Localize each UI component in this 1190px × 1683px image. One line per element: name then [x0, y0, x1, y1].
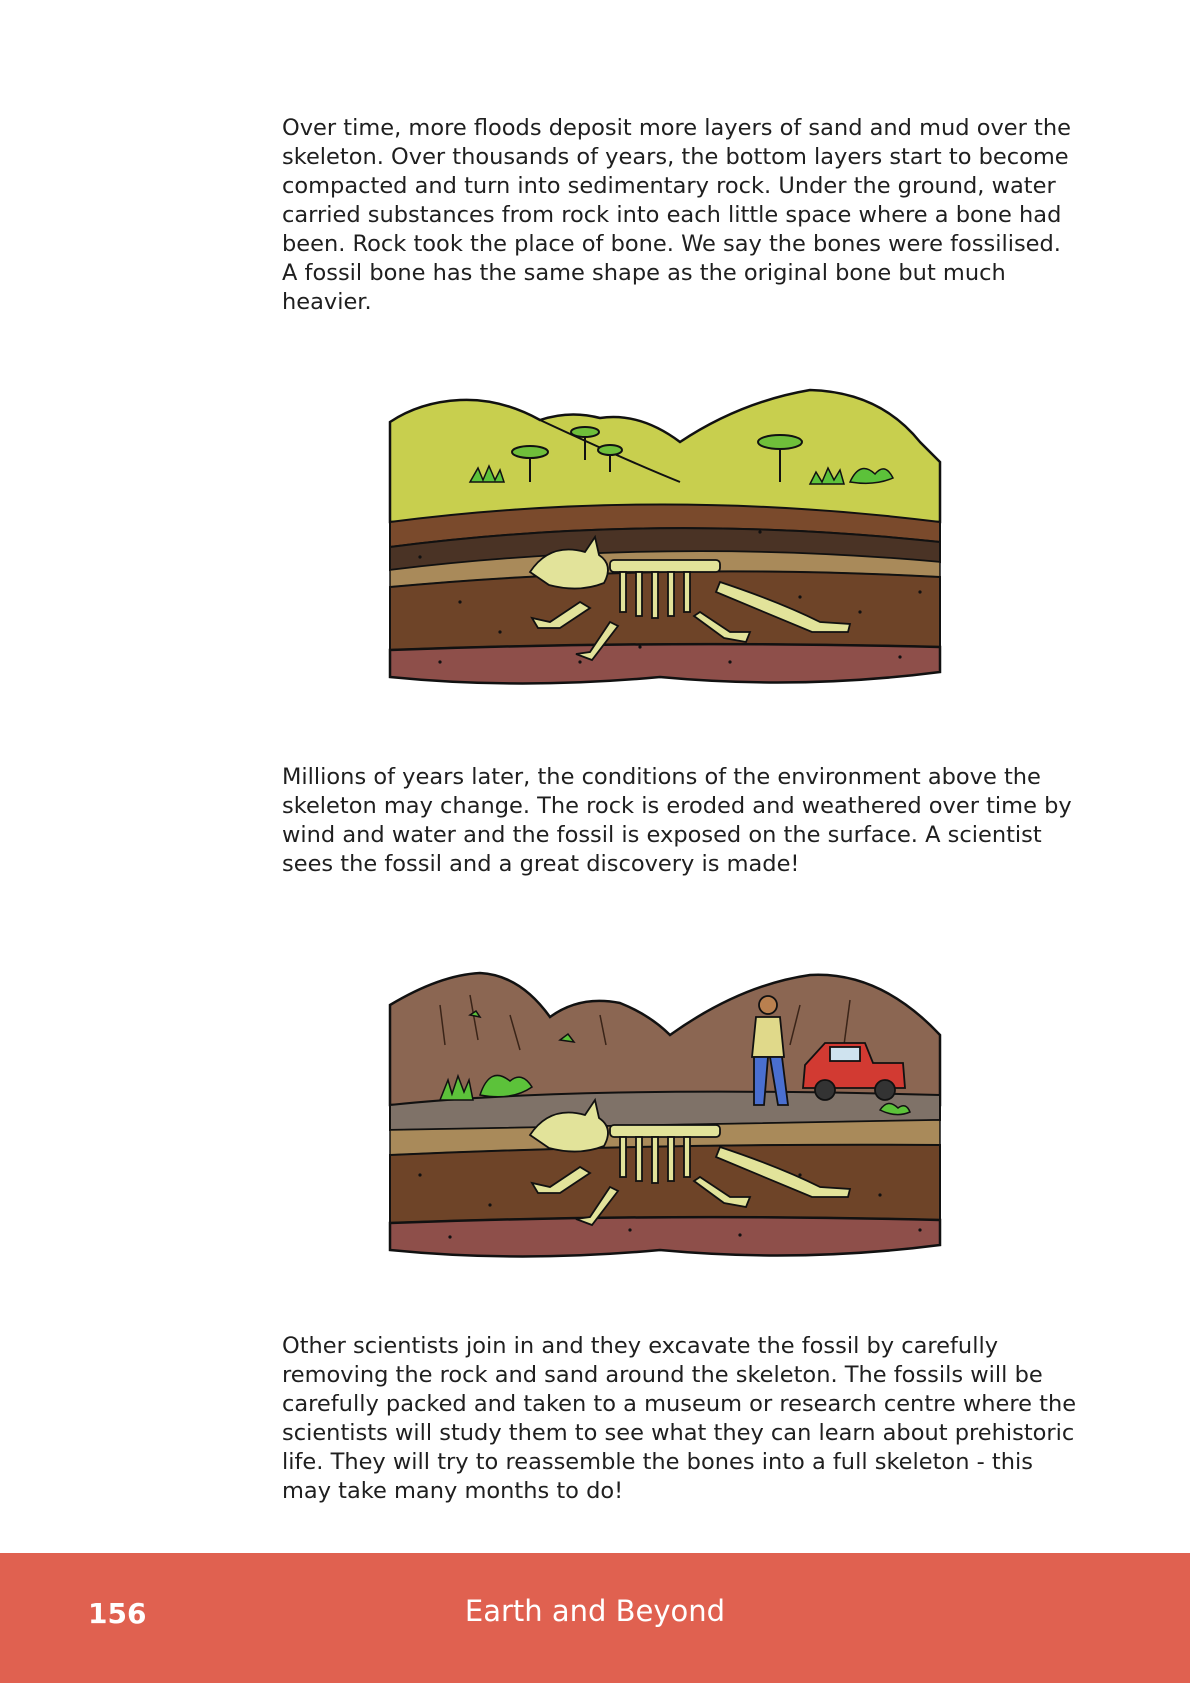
chapter-title: Earth and Beyond [464, 1594, 726, 1628]
page-footer: 156 Earth and Beyond [0, 1553, 1190, 1683]
buried-fossil-illustration [388, 388, 942, 685]
soil-layer-deep [389, 570, 941, 652]
triceratops-skeleton-icon [528, 1097, 852, 1227]
exposed-fossil-illustration [388, 971, 942, 1258]
acacia-tree-icon [511, 426, 803, 482]
scientist-figure-icon [751, 995, 790, 1106]
green-hills [388, 388, 942, 524]
triceratops-skeleton-icon [528, 534, 852, 662]
paragraph-excavation: Other scientists join in and they excava… [282, 1333, 1077, 1504]
page-number: 156 [88, 1597, 147, 1630]
paragraph-fossilisation: Over time, more floods deposit more laye… [282, 115, 1071, 315]
pickup-truck-icon [802, 1042, 906, 1101]
brown-hills [388, 971, 942, 1107]
shrub-icon [438, 1009, 911, 1116]
paragraph-erosion: Millions of years later, the conditions … [282, 764, 1072, 877]
shrub-icon [468, 464, 895, 485]
soil-layer-bottom [388, 642, 942, 685]
